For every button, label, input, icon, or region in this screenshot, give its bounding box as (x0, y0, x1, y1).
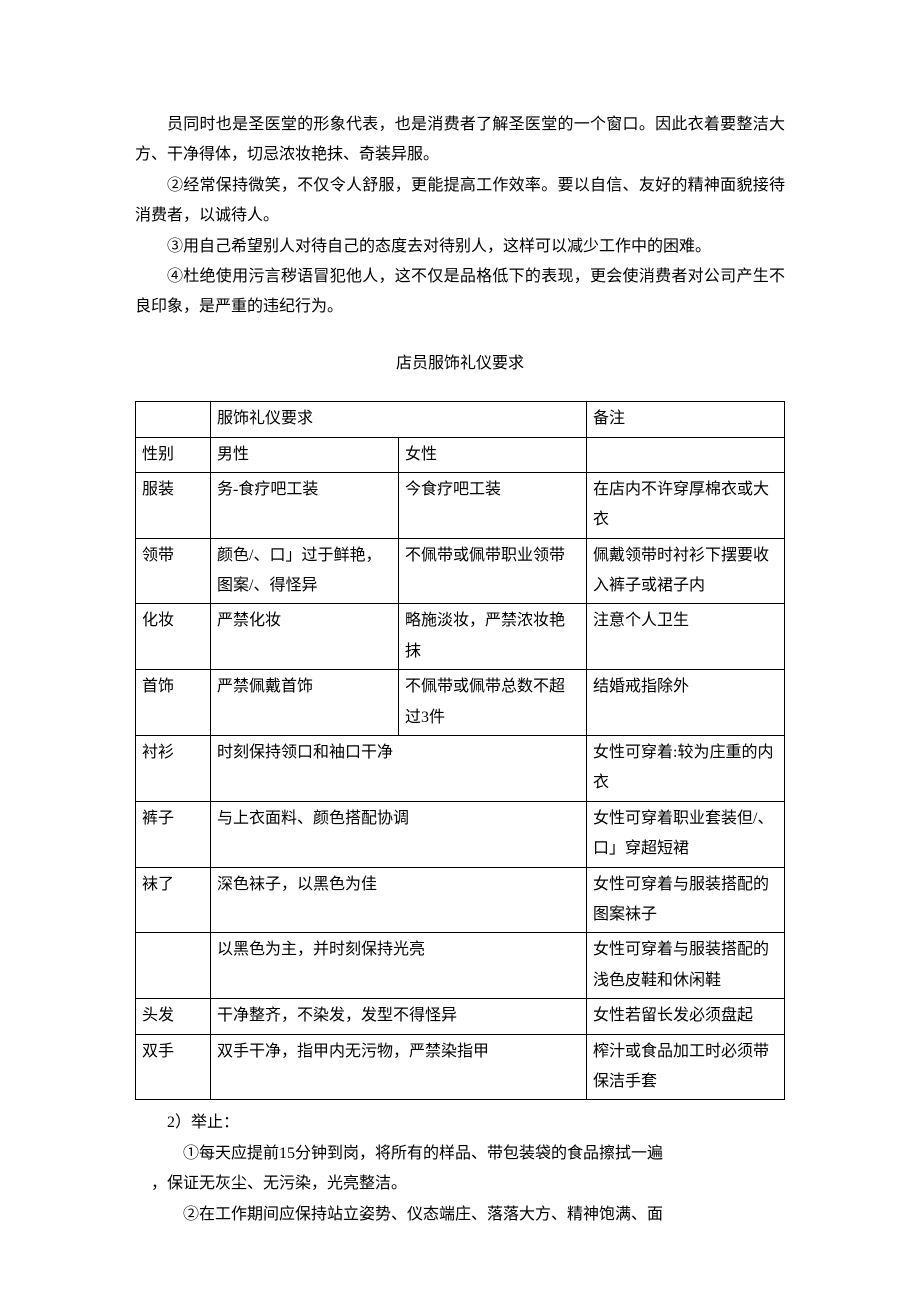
row-note: 榨汁或食品加工时必须带保洁手套 (587, 1034, 785, 1100)
row-note: 女性可穿着职业套装但/、口」穿超短裙 (587, 801, 785, 867)
table-header-row: 服饰礼仪要求 备注 (136, 402, 785, 437)
row-content: 深色袜子，以黑色为佳 (211, 867, 587, 933)
section-title: 店员服饰礼仪要求 (135, 349, 785, 379)
row-female: 不佩带或佩带总数不超过3件 (399, 670, 587, 736)
row-content: 双手干净，指甲内无污物，严禁染指甲 (211, 1034, 587, 1100)
row-note: 女性若留长发必须盘起 (587, 999, 785, 1034)
row-label: 服装 (136, 472, 211, 538)
row-note: 佩戴领带时衬衫下摆要收入裤子或裙子内 (587, 538, 785, 604)
table-row: 双手 双手干净，指甲内无污物，严禁染指甲 榨汁或食品加工时必须带保洁手套 (136, 1034, 785, 1100)
row-female: 今食疗吧工装 (399, 472, 587, 538)
row-note: 女性可穿着:较为庄重的内衣 (587, 736, 785, 802)
row-male: 严禁佩戴首饰 (211, 670, 399, 736)
row-label: 头发 (136, 999, 211, 1034)
table-row: 首饰 严禁佩戴首饰 不佩带或佩带总数不超过3件 结婚戒指除外 (136, 670, 785, 736)
dress-code-table: 服饰礼仪要求 备注 性别 男性 女性 服装 务-食疗吧工装 今食疗吧工装 在店内… (135, 401, 785, 1100)
table-row: 裤子 与上衣面料、颜色搭配协调 女性可穿着职业套装但/、口」穿超短裙 (136, 801, 785, 867)
row-note: 在店内不许穿厚棉衣或大衣 (587, 472, 785, 538)
section-2-label: 2）举止： (135, 1108, 785, 1138)
table-row: 袜了 深色袜子，以黑色为佳 女性可穿着与服装搭配的图案袜子 (136, 867, 785, 933)
table-row: 衬衫 时刻保持领口和袖口干净 女性可穿着:较为庄重的内衣 (136, 736, 785, 802)
row-label: 领带 (136, 538, 211, 604)
row-content: 时刻保持领口和袖口干净 (211, 736, 587, 802)
table-row: 以黑色为主，并时刻保持光亮 女性可穿着与服装搭配的浅色皮鞋和休闲鞋 (136, 933, 785, 999)
table-row: 化妆 严禁化妆 略施淡妆，严禁浓妆艳抹 注意个人卫生 (136, 604, 785, 670)
row-label: 裤子 (136, 801, 211, 867)
row-male: 务-食疗吧工装 (211, 472, 399, 538)
row-label: 首饰 (136, 670, 211, 736)
row-content: 以黑色为主，并时刻保持光亮 (211, 933, 587, 999)
row-note: 结婚戒指除外 (587, 670, 785, 736)
table-row: 领带 颜色/、口」过于鲜艳，图案/、得怪异 不佩带或佩带职业领带 佩戴领带时衬衫… (136, 538, 785, 604)
row-label: 衬衫 (136, 736, 211, 802)
header-blank (136, 402, 211, 437)
section-2-item-1: ①每天应提前15分钟到岗，将所有的样品、带包装袋的食品擦拭一遍 (135, 1139, 785, 1169)
table-row: 服装 务-食疗吧工装 今食疗吧工装 在店内不许穿厚棉衣或大衣 (136, 472, 785, 538)
row-note: 女性可穿着与服装搭配的浅色皮鞋和休闲鞋 (587, 933, 785, 999)
row-note: 注意个人卫生 (587, 604, 785, 670)
header-note: 备注 (587, 402, 785, 437)
gender-male: 男性 (211, 437, 399, 472)
gender-label: 性别 (136, 437, 211, 472)
paragraph-2: ②经常保持微笑，不仅令人舒服，更能提高工作效率。要以自信、友好的精神面貌接待消费… (135, 171, 785, 232)
table-row: 头发 干净整齐，不染发，发型不得怪异 女性若留长发必须盘起 (136, 999, 785, 1034)
header-requirement: 服饰礼仪要求 (211, 402, 587, 437)
row-label (136, 933, 211, 999)
row-label: 袜了 (136, 867, 211, 933)
row-female: 不佩带或佩带职业领带 (399, 538, 587, 604)
paragraph-3: ③用自己希望别人对待自己的态度去对待别人，这样可以减少工作中的困难。 (135, 232, 785, 262)
row-label: 双手 (136, 1034, 211, 1100)
row-content: 干净整齐，不染发，发型不得怪异 (211, 999, 587, 1034)
row-male: 严禁化妆 (211, 604, 399, 670)
gender-note-blank (587, 437, 785, 472)
gender-female: 女性 (399, 437, 587, 472)
row-content: 与上衣面料、颜色搭配协调 (211, 801, 587, 867)
row-label: 化妆 (136, 604, 211, 670)
page-content: 员同时也是圣医堂的形象代表，也是消费者了解圣医堂的一个窗口。因此衣着要整洁大方、… (0, 0, 920, 1290)
paragraph-1: 员同时也是圣医堂的形象代表，也是消费者了解圣医堂的一个窗口。因此衣着要整洁大方、… (135, 110, 785, 171)
section-2-item-1-cont: ，保证无灰尘、无污染，光亮整洁。 (151, 1169, 785, 1199)
row-male: 颜色/、口」过于鲜艳，图案/、得怪异 (211, 538, 399, 604)
row-note: 女性可穿着与服装搭配的图案袜子 (587, 867, 785, 933)
section-2-item-2: ②在工作期间应保持站立姿势、仪态端庄、落落大方、精神饱满、面 (135, 1200, 785, 1230)
row-female: 略施淡妆，严禁浓妆艳抹 (399, 604, 587, 670)
gender-row: 性别 男性 女性 (136, 437, 785, 472)
paragraph-4: ④杜绝使用污言秽语冒犯他人，这不仅是品格低下的表现，更会使消费者对公司产生不良印… (135, 262, 785, 323)
